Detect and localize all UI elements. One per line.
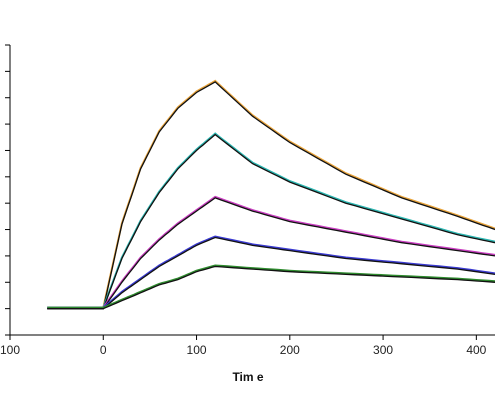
series-2 [47, 132, 495, 310]
x-axis: 100 0 100 200 300 400 [0, 334, 495, 357]
series-2-fit-line [47, 133, 495, 310]
series-3-data-line [47, 195, 495, 309]
series-1-fit-line [47, 81, 495, 310]
x-tick-label-1: 0 [100, 343, 107, 357]
series-3-fit-line [47, 197, 495, 310]
series-1 [47, 79, 495, 310]
x-tick-label-5: 400 [466, 343, 486, 357]
series-4 [47, 235, 495, 310]
series-3 [47, 195, 495, 310]
x-tick-label-3: 200 [280, 343, 300, 357]
x-tick-label-4: 300 [373, 343, 393, 357]
series-1-data-line [47, 79, 495, 309]
x-tick-label-2: 100 [187, 343, 207, 357]
series-4-fit-line [47, 236, 495, 310]
series-5-fit-line [47, 265, 495, 310]
x-tick-label-0: 100 [0, 343, 20, 357]
series-5 [47, 264, 495, 310]
y-axis [5, 44, 11, 336]
series-2-data-line [47, 132, 495, 309]
series-layer [47, 79, 495, 310]
series-4-data-line [47, 235, 495, 309]
series-5-data-line [47, 264, 495, 309]
x-axis-title: Tim e [232, 370, 263, 384]
